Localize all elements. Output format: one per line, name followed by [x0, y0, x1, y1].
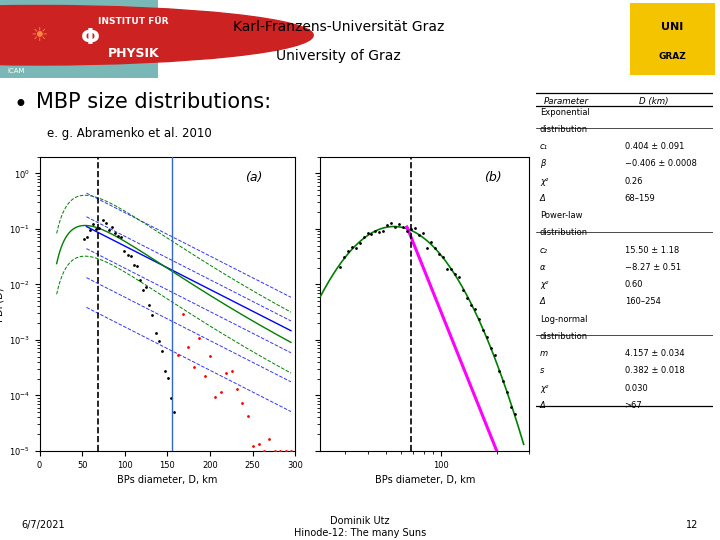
Text: University of Graz: University of Graz — [276, 49, 401, 63]
Text: (a): (a) — [245, 171, 262, 184]
Text: χ²: χ² — [540, 177, 549, 186]
Text: Δ: Δ — [540, 194, 546, 203]
Text: Dominik Utz: Dominik Utz — [330, 516, 390, 526]
Text: Log-normal: Log-normal — [540, 315, 588, 323]
Text: PHYSIK: PHYSIK — [107, 47, 159, 60]
Text: −8.27 ± 0.51: −8.27 ± 0.51 — [624, 263, 680, 272]
Text: m: m — [540, 349, 548, 358]
Text: •: • — [14, 93, 28, 117]
Text: χ²: χ² — [540, 280, 549, 289]
Text: 0.26: 0.26 — [624, 177, 643, 186]
Text: 0.030: 0.030 — [624, 384, 648, 393]
Text: 15.50 ± 1.18: 15.50 ± 1.18 — [624, 246, 679, 255]
Text: MBP size distributions:: MBP size distributions: — [36, 92, 271, 112]
Text: −0.406 ± 0.0008: −0.406 ± 0.0008 — [624, 159, 696, 168]
Text: c₁: c₁ — [540, 142, 548, 151]
Bar — [0, 0, 158, 78]
Text: Karl-Franzens-Universität Graz: Karl-Franzens-Universität Graz — [233, 21, 444, 35]
Text: distribution: distribution — [540, 332, 588, 341]
Text: 4.157 ± 0.034: 4.157 ± 0.034 — [624, 349, 684, 358]
Text: D (km): D (km) — [639, 97, 668, 105]
Text: 6/7/2021: 6/7/2021 — [22, 520, 66, 530]
Text: Hinode-12: The many Suns: Hinode-12: The many Suns — [294, 529, 426, 538]
Text: ☀: ☀ — [31, 26, 48, 45]
Text: Parameter: Parameter — [544, 97, 588, 105]
Text: UNI: UNI — [662, 22, 683, 32]
Bar — [630, 3, 715, 75]
Text: 0.382 ± 0.018: 0.382 ± 0.018 — [624, 367, 684, 375]
Y-axis label: PDF(D): PDF(D) — [0, 287, 4, 321]
Text: Exponential: Exponential — [540, 107, 590, 117]
Text: distribution: distribution — [540, 125, 588, 134]
Text: INSTITUT FÜR: INSTITUT FÜR — [98, 17, 168, 26]
Text: >67: >67 — [624, 401, 642, 410]
Text: 0.404 ± 0.091: 0.404 ± 0.091 — [624, 142, 684, 151]
Text: GRAZ: GRAZ — [659, 52, 686, 61]
Text: 68–159: 68–159 — [624, 194, 655, 203]
Circle shape — [0, 5, 313, 65]
Text: s: s — [540, 367, 544, 375]
Text: β: β — [540, 159, 545, 168]
Text: distribution: distribution — [540, 228, 588, 238]
Text: 0.60: 0.60 — [624, 280, 643, 289]
Text: α: α — [540, 263, 546, 272]
Text: Δ: Δ — [540, 401, 546, 410]
Text: Power-law: Power-law — [540, 211, 582, 220]
Text: (b): (b) — [485, 171, 502, 184]
Text: ICAM: ICAM — [7, 69, 24, 75]
Text: 160–254: 160–254 — [624, 298, 660, 306]
X-axis label: BPs diameter, D, km: BPs diameter, D, km — [374, 475, 475, 485]
Text: c₂: c₂ — [540, 246, 548, 255]
X-axis label: BPs diameter, D, km: BPs diameter, D, km — [117, 475, 217, 485]
Text: χ²: χ² — [540, 384, 549, 393]
Text: 12: 12 — [686, 520, 698, 530]
Text: e. g. Abramenko et al. 2010: e. g. Abramenko et al. 2010 — [48, 127, 212, 140]
Text: Δ: Δ — [540, 298, 546, 306]
Text: Φ: Φ — [81, 28, 99, 48]
